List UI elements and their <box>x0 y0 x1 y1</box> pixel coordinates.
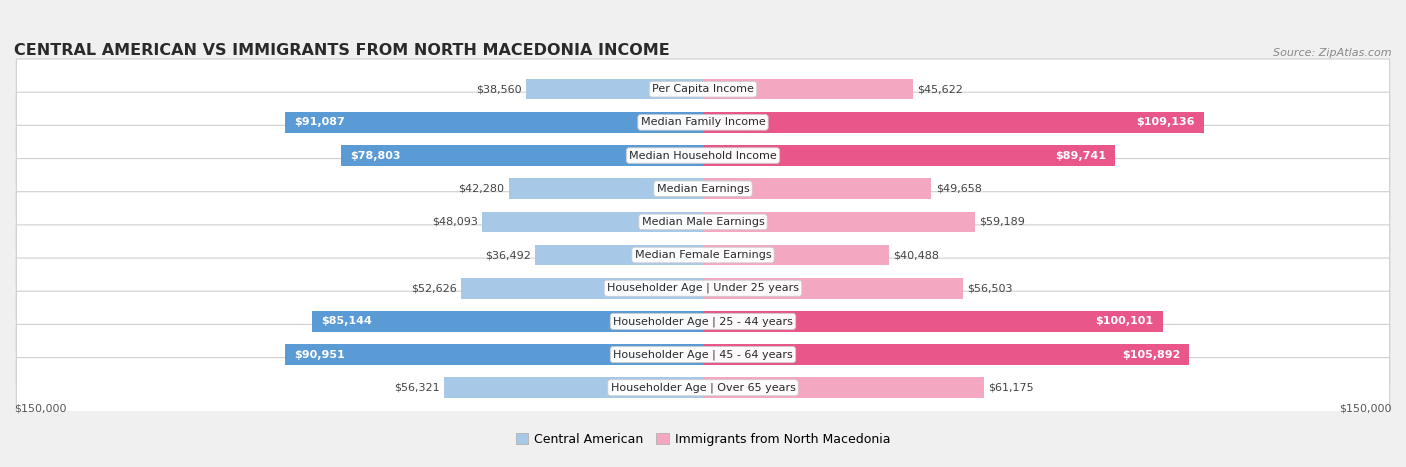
Text: $61,175: $61,175 <box>988 383 1035 393</box>
Bar <box>703 377 984 398</box>
Text: Source: ZipAtlas.com: Source: ZipAtlas.com <box>1274 48 1392 58</box>
Bar <box>703 178 931 199</box>
Bar <box>285 344 703 365</box>
FancyBboxPatch shape <box>17 158 1389 219</box>
Text: Householder Age | Under 25 years: Householder Age | Under 25 years <box>607 283 799 293</box>
Bar <box>703 212 974 232</box>
Text: Median Male Earnings: Median Male Earnings <box>641 217 765 227</box>
Text: Median Female Earnings: Median Female Earnings <box>634 250 772 260</box>
FancyBboxPatch shape <box>17 125 1389 186</box>
Text: $56,503: $56,503 <box>967 283 1012 293</box>
FancyBboxPatch shape <box>17 291 1389 352</box>
Bar <box>312 311 703 332</box>
Text: Median Earnings: Median Earnings <box>657 184 749 194</box>
Text: $150,000: $150,000 <box>1340 403 1392 413</box>
FancyBboxPatch shape <box>17 225 1389 285</box>
Text: $49,658: $49,658 <box>935 184 981 194</box>
Text: $85,144: $85,144 <box>321 317 373 326</box>
FancyBboxPatch shape <box>17 358 1389 418</box>
Bar <box>703 79 912 99</box>
Text: $52,626: $52,626 <box>411 283 457 293</box>
Bar <box>703 245 889 265</box>
Text: Per Capita Income: Per Capita Income <box>652 84 754 94</box>
Bar <box>703 344 1189 365</box>
Text: CENTRAL AMERICAN VS IMMIGRANTS FROM NORTH MACEDONIA INCOME: CENTRAL AMERICAN VS IMMIGRANTS FROM NORT… <box>14 42 669 58</box>
Text: $59,189: $59,189 <box>980 217 1025 227</box>
Legend: Central American, Immigrants from North Macedonia: Central American, Immigrants from North … <box>510 428 896 451</box>
FancyBboxPatch shape <box>17 92 1389 153</box>
Bar <box>703 311 1163 332</box>
Bar <box>536 245 703 265</box>
Text: Householder Age | 45 - 64 years: Householder Age | 45 - 64 years <box>613 349 793 360</box>
Bar <box>703 112 1205 133</box>
FancyBboxPatch shape <box>17 192 1389 252</box>
Bar <box>526 79 703 99</box>
Text: $91,087: $91,087 <box>294 117 344 127</box>
Text: $89,741: $89,741 <box>1054 150 1107 161</box>
Text: $56,321: $56,321 <box>394 383 440 393</box>
Text: $48,093: $48,093 <box>432 217 478 227</box>
Text: Median Family Income: Median Family Income <box>641 117 765 127</box>
Bar <box>444 377 703 398</box>
Bar <box>482 212 703 232</box>
Bar <box>461 278 703 298</box>
Text: $42,280: $42,280 <box>458 184 505 194</box>
Text: Householder Age | Over 65 years: Householder Age | Over 65 years <box>610 382 796 393</box>
Text: $150,000: $150,000 <box>14 403 66 413</box>
Bar <box>703 145 1115 166</box>
FancyBboxPatch shape <box>17 59 1389 120</box>
Text: $40,488: $40,488 <box>894 250 939 260</box>
Text: $38,560: $38,560 <box>475 84 522 94</box>
Bar <box>284 112 703 133</box>
Bar <box>509 178 703 199</box>
FancyBboxPatch shape <box>17 258 1389 318</box>
Bar <box>342 145 703 166</box>
Bar <box>703 278 963 298</box>
Text: $36,492: $36,492 <box>485 250 531 260</box>
Text: Householder Age | 25 - 44 years: Householder Age | 25 - 44 years <box>613 316 793 326</box>
Text: $90,951: $90,951 <box>294 350 346 360</box>
FancyBboxPatch shape <box>17 325 1389 385</box>
Text: $105,892: $105,892 <box>1122 350 1180 360</box>
Text: $45,622: $45,622 <box>917 84 963 94</box>
Text: $109,136: $109,136 <box>1136 117 1195 127</box>
Text: $100,101: $100,101 <box>1095 317 1153 326</box>
Text: Median Household Income: Median Household Income <box>628 150 778 161</box>
Text: $78,803: $78,803 <box>350 150 401 161</box>
